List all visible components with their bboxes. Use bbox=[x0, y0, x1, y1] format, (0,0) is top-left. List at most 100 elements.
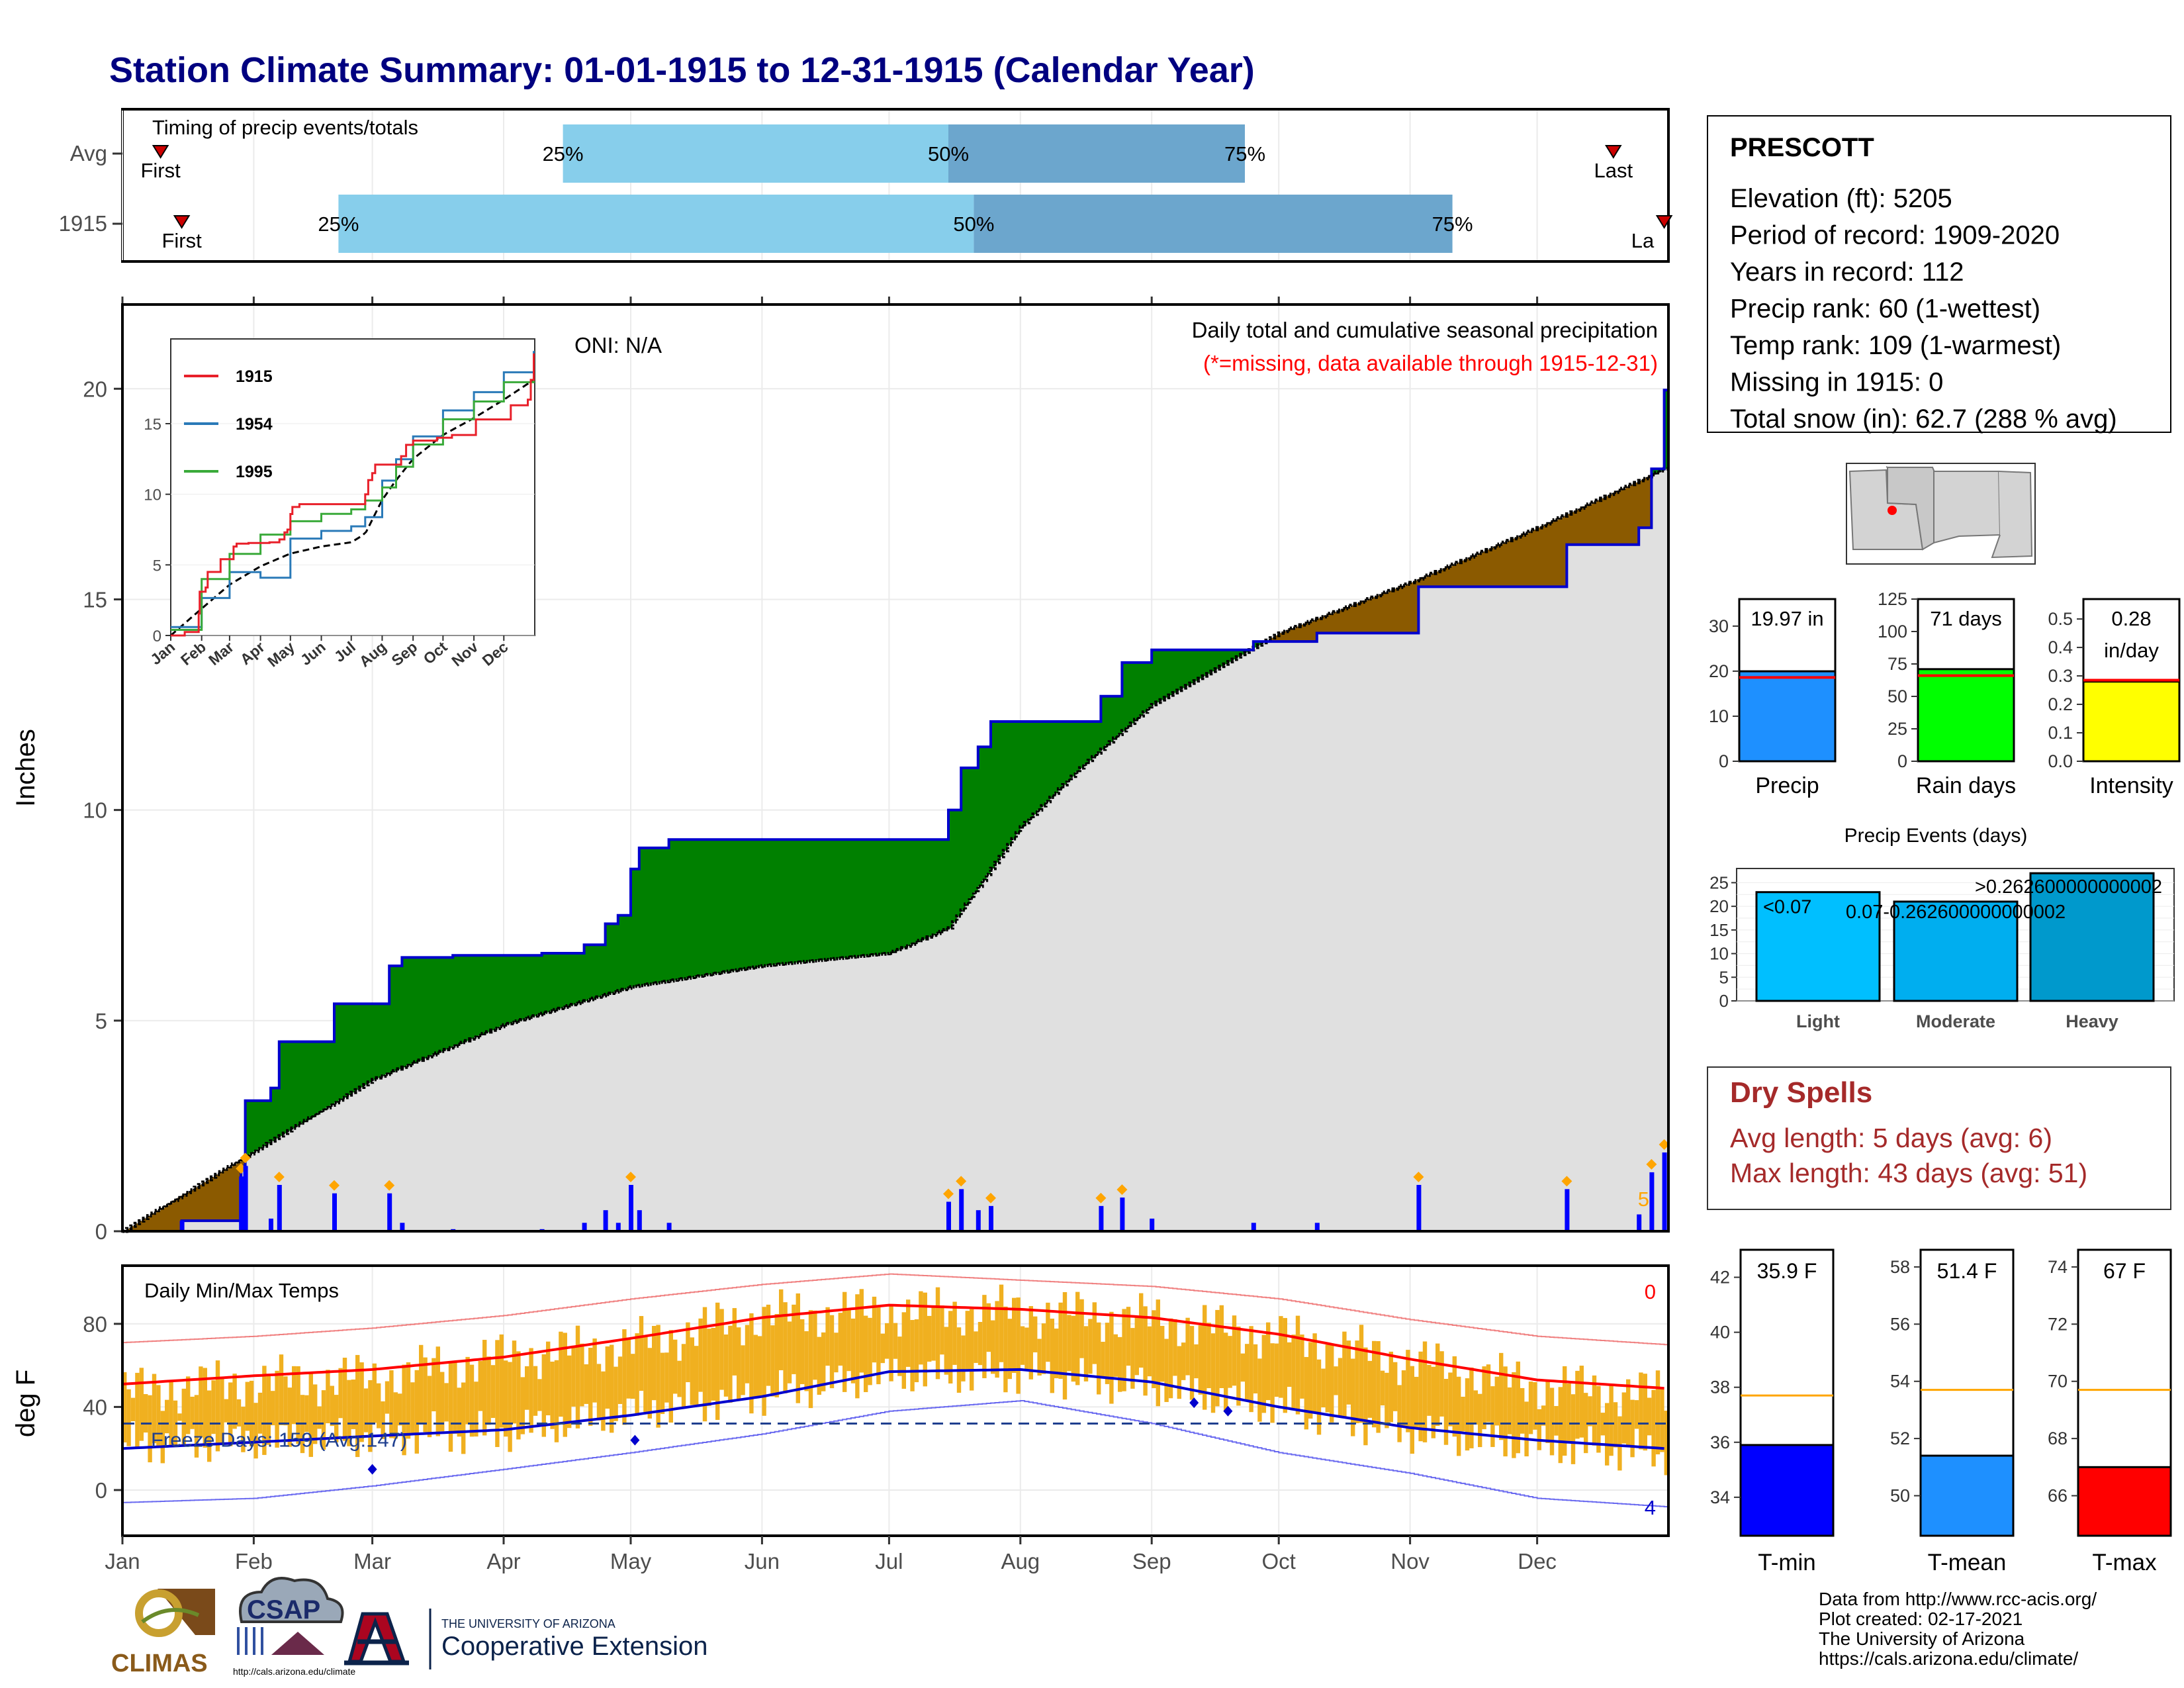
csap-logo: CSAP http://cals.arizona.edu/climate bbox=[233, 1577, 355, 1677]
daily-temp-bar bbox=[406, 1362, 411, 1439]
daily-temp-bar bbox=[1283, 1318, 1287, 1413]
precip-gauge-tick-label: 25 bbox=[1888, 719, 1907, 739]
daily-temp-bar bbox=[897, 1336, 902, 1376]
daily-temp-bar bbox=[825, 1307, 830, 1366]
daily-temp-bar bbox=[1418, 1351, 1423, 1442]
ua-a-bars bbox=[344, 1639, 409, 1665]
timing-bar-q2 bbox=[948, 124, 1245, 183]
daily-temp-bar bbox=[1457, 1376, 1461, 1456]
daily-temp-bar bbox=[1203, 1305, 1207, 1410]
temp-y-tick-label: 0 bbox=[95, 1478, 107, 1503]
daily-temp-bar bbox=[1291, 1335, 1296, 1409]
daily-temp-bar bbox=[1194, 1344, 1199, 1379]
daily-temp-bar bbox=[753, 1335, 758, 1397]
daily-temp-bar bbox=[1249, 1326, 1253, 1413]
daily-temp-bar bbox=[952, 1301, 957, 1365]
daily-temp-bar bbox=[1253, 1344, 1258, 1394]
precip-y-tick-label: 15 bbox=[83, 587, 107, 612]
daily-temp-bar bbox=[774, 1314, 779, 1397]
daily-temp-bar bbox=[965, 1311, 970, 1370]
inset-legend-label: 1915 bbox=[236, 367, 273, 386]
timing-row-label: Avg bbox=[70, 141, 107, 165]
daily-temp-bar bbox=[152, 1374, 157, 1444]
climas-logo: CLIMAS bbox=[111, 1589, 215, 1677]
daily-temp-bar bbox=[592, 1338, 597, 1403]
daily-temp-bar bbox=[1588, 1396, 1592, 1427]
daily-temp-bar bbox=[1520, 1387, 1525, 1434]
daily-temp-bar bbox=[1448, 1372, 1453, 1427]
daily-temp-bar bbox=[279, 1354, 284, 1425]
daily-temp-bar bbox=[236, 1399, 242, 1427]
ua-small-text: THE UNIVERSITY OF ARIZONA bbox=[441, 1617, 615, 1630]
daily-temp-bars bbox=[122, 1284, 1668, 1476]
heavy-event-marker bbox=[1095, 1192, 1107, 1203]
daily-temp-bar bbox=[1228, 1336, 1232, 1388]
daily-precip-bar bbox=[603, 1210, 608, 1231]
events-bar-label-heavy: >0.262600000000002 bbox=[1975, 876, 2162, 898]
daily-temp-bar bbox=[787, 1321, 792, 1383]
temp-gauge-tick-label: 52 bbox=[1890, 1429, 1910, 1448]
daily-temp-bar bbox=[1143, 1306, 1148, 1396]
daily-temp-bar bbox=[563, 1333, 567, 1437]
daily-temp-bar bbox=[1605, 1403, 1610, 1466]
daily-temp-bar bbox=[448, 1361, 453, 1452]
daily-temp-bar bbox=[652, 1326, 657, 1401]
daily-temp-bar bbox=[1443, 1379, 1449, 1445]
precip-gauge-tick-label: 0.2 bbox=[2048, 694, 2073, 714]
record-high-line bbox=[122, 1273, 1668, 1346]
precip-gauge-tick-label: 0 bbox=[1897, 751, 1907, 771]
daily-temp-bar bbox=[1050, 1319, 1054, 1393]
daily-temp-bar bbox=[1139, 1293, 1144, 1368]
precip-y-tick-label: 20 bbox=[83, 377, 107, 401]
daily-temp-bar bbox=[1512, 1372, 1516, 1458]
daily-temp-bar bbox=[1655, 1370, 1661, 1455]
daily-temp-bar bbox=[330, 1385, 334, 1427]
daily-precip-bar bbox=[615, 1223, 621, 1231]
daily-precip-bar bbox=[239, 1176, 244, 1231]
daily-temp-bar bbox=[1033, 1316, 1038, 1352]
csap-url: http://cals.arizona.edu/climate bbox=[233, 1666, 355, 1677]
daily-precip-bar bbox=[1649, 1172, 1655, 1231]
avg-cumulative-fill bbox=[122, 469, 1668, 1232]
events-y-tick-label: 25 bbox=[1709, 872, 1729, 892]
daily-temp-bar bbox=[601, 1371, 606, 1431]
csap-mountain bbox=[271, 1632, 324, 1655]
inset-legend-label: 1954 bbox=[236, 415, 273, 434]
daily-temp-bar bbox=[1643, 1374, 1647, 1451]
daily-temp-bar bbox=[1359, 1325, 1364, 1423]
heavy-event-marker bbox=[1561, 1176, 1572, 1187]
daily-temp-bar bbox=[974, 1331, 978, 1363]
daily-temp-bar bbox=[389, 1370, 394, 1438]
daily-temp-bar bbox=[165, 1399, 169, 1434]
temp-gauge-tick-label: 68 bbox=[2048, 1429, 2068, 1448]
daily-temp-bar bbox=[1380, 1370, 1385, 1406]
timing-quartile-label: 25% bbox=[543, 142, 584, 165]
daily-temp-bar bbox=[1270, 1343, 1275, 1423]
precip-y-tick-label: 0 bbox=[95, 1219, 107, 1244]
precip-gauge-value: 71 days bbox=[1930, 607, 2002, 630]
daily-temp-bar bbox=[643, 1336, 648, 1412]
daily-temp-bar bbox=[872, 1296, 877, 1363]
station-info-line: Missing in 1915: 0 bbox=[1730, 368, 1943, 397]
daily-temp-bar bbox=[1575, 1370, 1580, 1439]
daily-temp-bar bbox=[461, 1382, 466, 1454]
precip-gauge-value-unit: in/day bbox=[2104, 639, 2159, 662]
daily-temp-bar bbox=[432, 1358, 436, 1412]
daily-temp-bar bbox=[308, 1374, 313, 1457]
record-low-marker bbox=[367, 1464, 377, 1475]
daily-temp-bar bbox=[842, 1291, 847, 1392]
daily-temp-bar bbox=[1295, 1315, 1300, 1415]
daily-temp-bar bbox=[956, 1327, 962, 1393]
timing-last-label: La bbox=[1631, 229, 1655, 252]
daily-temp-bar bbox=[1147, 1326, 1152, 1377]
daily-temp-bar bbox=[533, 1366, 538, 1416]
daily-temp-bar bbox=[1266, 1322, 1271, 1401]
events-bar bbox=[2029, 872, 2155, 1002]
daily-temp-bar bbox=[1558, 1387, 1563, 1464]
daily-precip-bar bbox=[637, 1210, 642, 1231]
timing-quartile-label: 50% bbox=[928, 142, 969, 165]
daily-temp-bar bbox=[889, 1305, 893, 1382]
precip-panel: 0 5 10 15 20 Daily total and cumulative seas… bbox=[11, 297, 1670, 1244]
